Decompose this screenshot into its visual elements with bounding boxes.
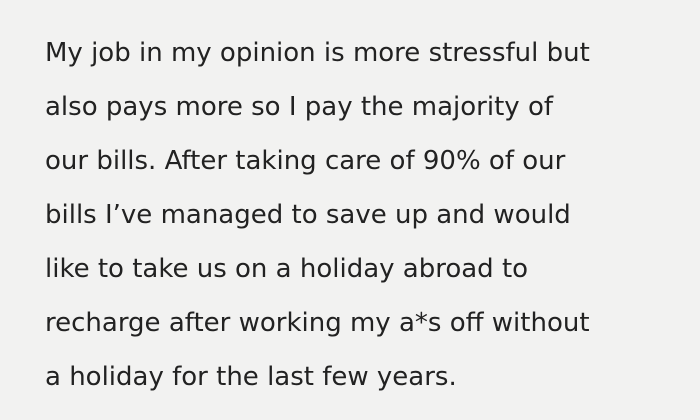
- text-line: bills I’ve managed to save up and would: [45, 200, 571, 230]
- text-line: our bills. After taking care of 90% of o…: [45, 146, 566, 176]
- text-line: like to take us on a holiday abroad to: [45, 254, 529, 284]
- text-line: also pays more so I pay the majority of: [45, 92, 554, 122]
- text-line: recharge after working my a*s off withou…: [45, 308, 590, 338]
- text-line: My job in my opinion is more stressful b…: [45, 38, 590, 68]
- post-text: My job in my opinion is more stressful b…: [45, 26, 685, 404]
- text-line: a holiday for the last few years.: [45, 362, 457, 392]
